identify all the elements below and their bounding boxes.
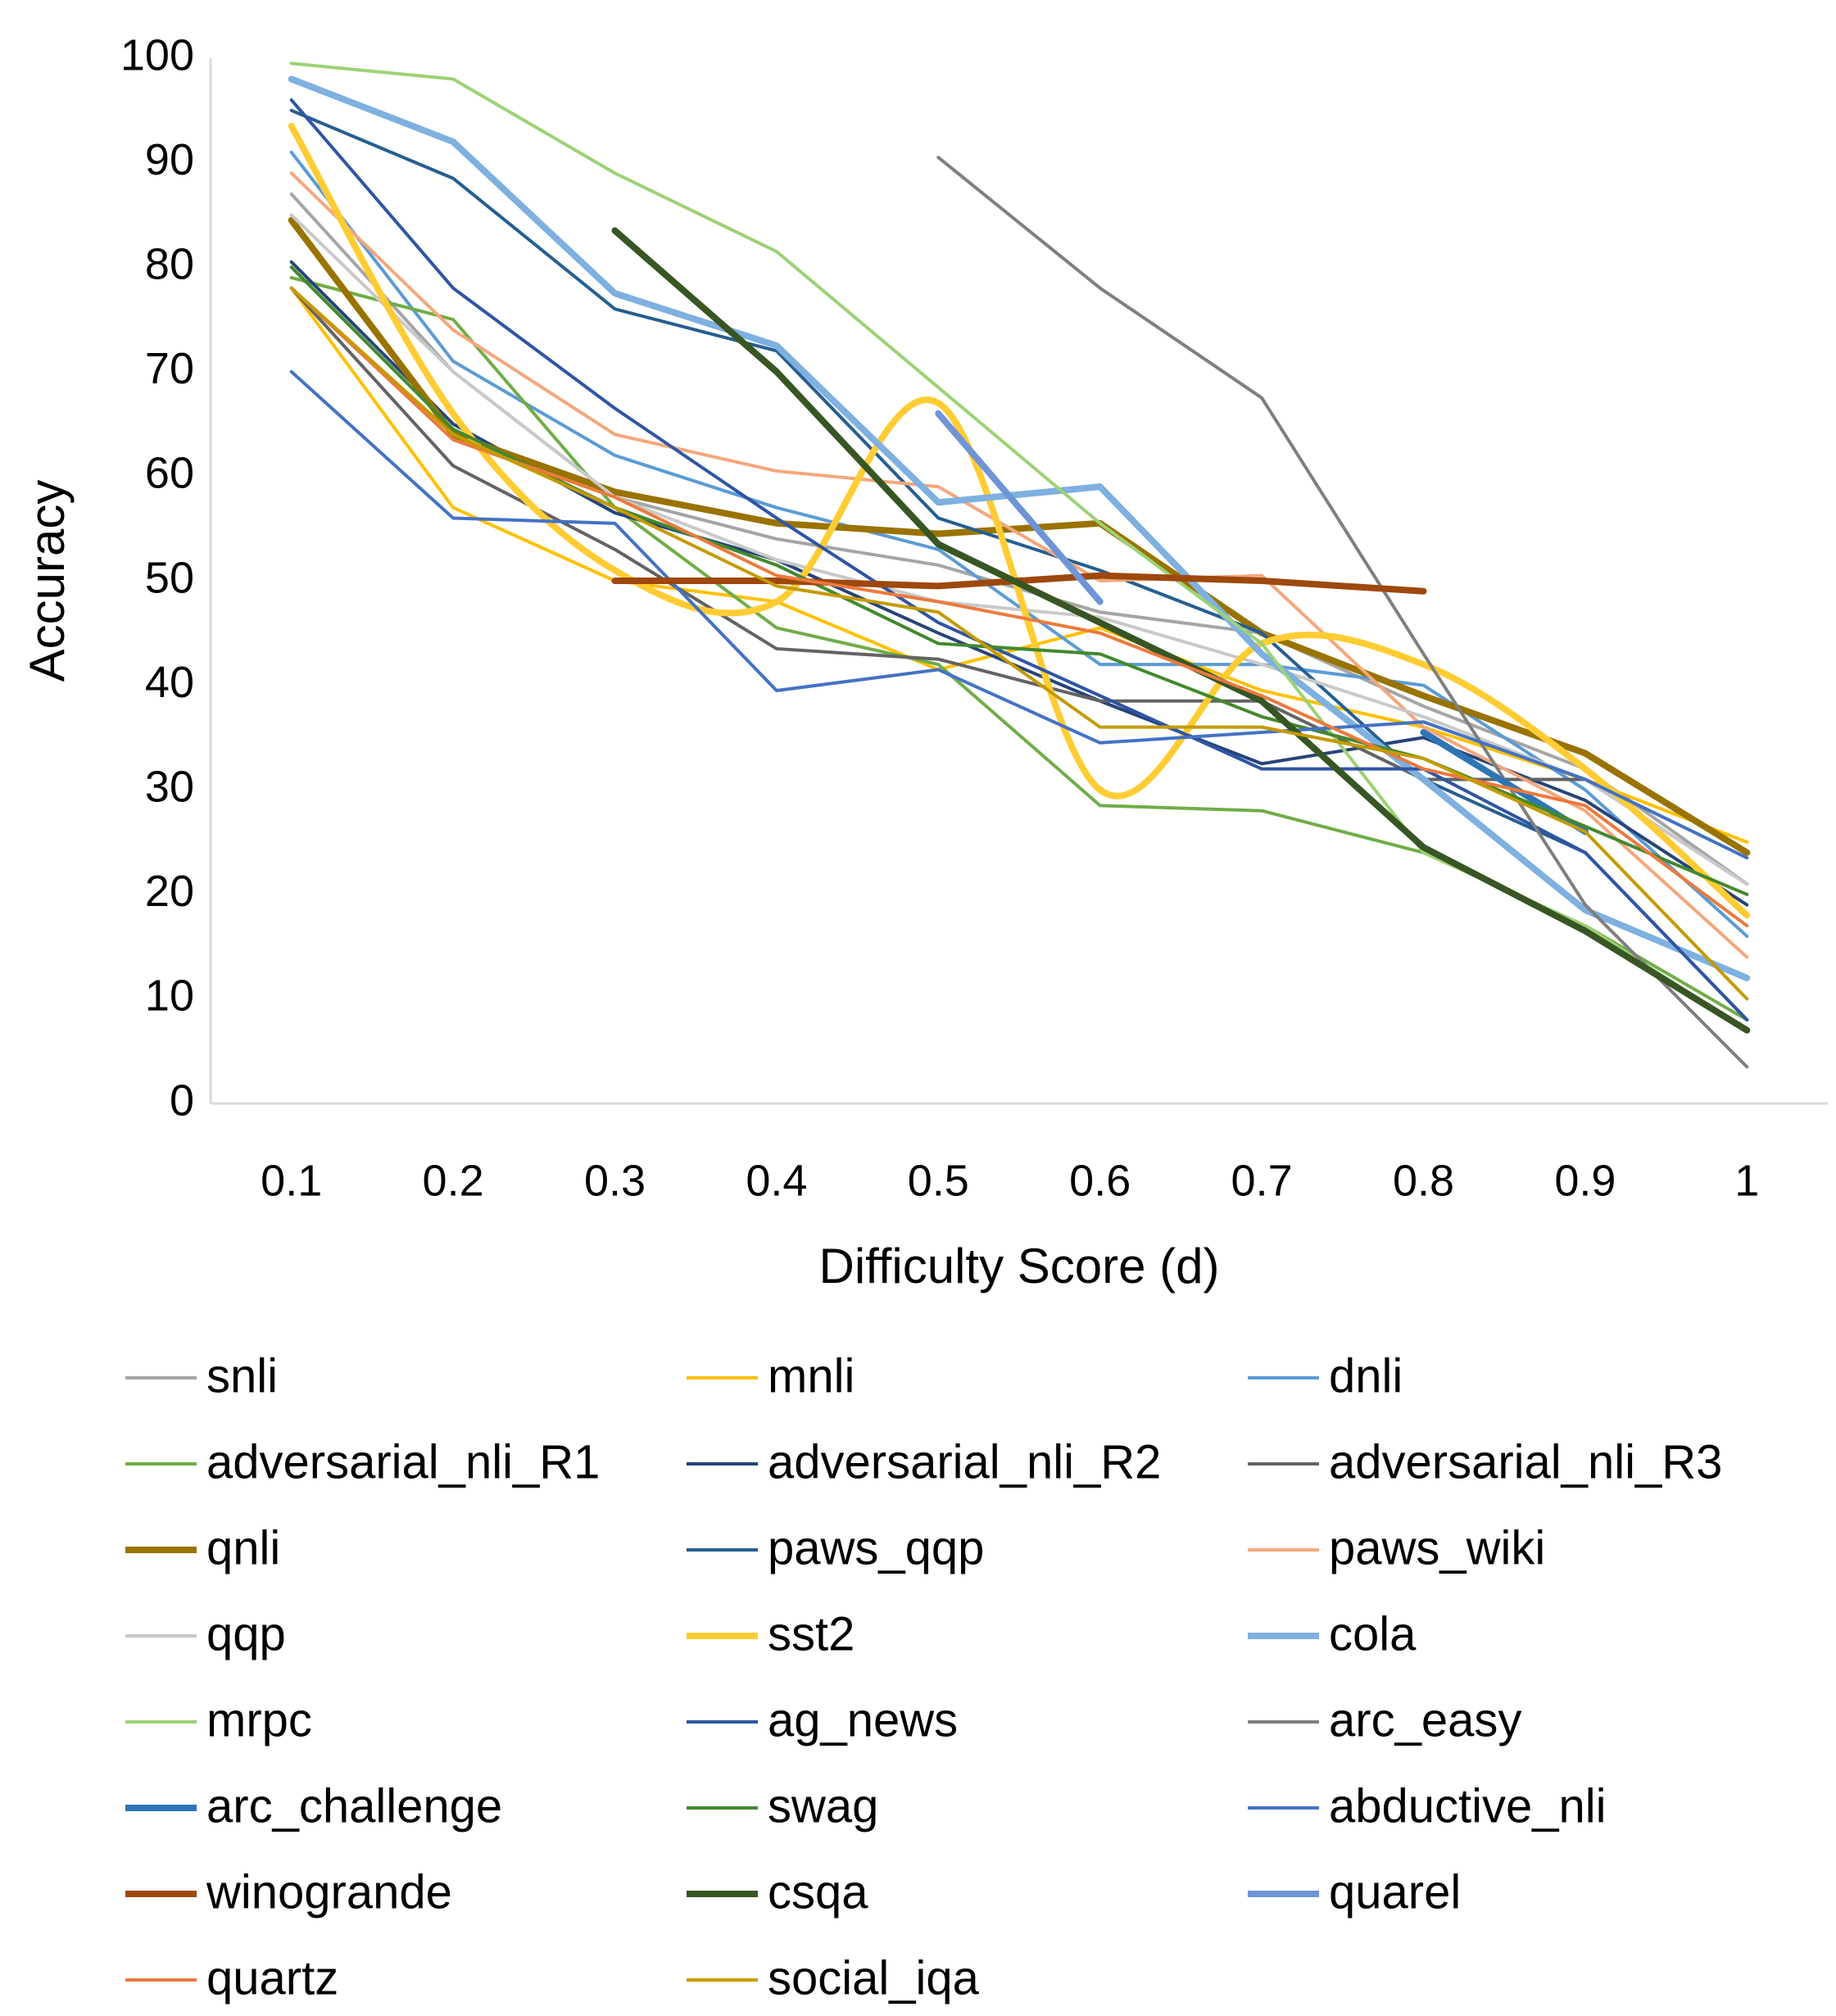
legend-label: mnli	[768, 1349, 855, 1402]
legend-label: qqp	[206, 1607, 286, 1660]
legend-label: csqa	[768, 1865, 868, 1919]
legend-label: qnli	[206, 1521, 280, 1574]
series-line	[289, 150, 1749, 938]
legend-label: arc_easy	[1329, 1693, 1521, 1746]
legend-label: social_iqa	[768, 1951, 980, 2005]
x-axis-title: Difficulty Score (d)	[818, 1239, 1219, 1293]
x-tick-label: 1	[1734, 1156, 1759, 1205]
legend-label: winogrande	[206, 1865, 452, 1919]
y-tick-label: 90	[145, 135, 194, 184]
series-line	[289, 171, 1749, 959]
series-line	[289, 61, 1749, 1032]
legend-label: paws_qqp	[768, 1521, 984, 1574]
x-tick-label: 0.1	[261, 1156, 322, 1205]
series-line	[611, 227, 1751, 1034]
x-tick-label: 0.3	[584, 1156, 646, 1205]
x-tick-label: 0.6	[1069, 1156, 1131, 1205]
legend-label: cola	[1329, 1607, 1417, 1660]
legend-label: dnli	[1329, 1349, 1403, 1402]
y-tick-label: 40	[145, 658, 194, 707]
series-line	[289, 369, 1749, 860]
legend-label: quartz	[206, 1951, 338, 2005]
series-line	[288, 122, 1751, 919]
x-tick-label: 0.4	[746, 1156, 807, 1205]
legend-label: arc_challenge	[206, 1779, 502, 1833]
series-line	[288, 75, 1751, 981]
series-line	[289, 98, 1749, 1022]
series-line	[288, 216, 1751, 856]
y-tick-label: 80	[145, 239, 194, 288]
y-tick-label: 100	[120, 30, 194, 79]
legend-label: mrpc	[206, 1693, 312, 1746]
y-tick-label: 70	[145, 344, 194, 393]
x-tick-label: 0.9	[1554, 1156, 1616, 1205]
legend-label: adversarial_nli_R2	[768, 1435, 1161, 1488]
x-tick-label: 0.8	[1393, 1156, 1454, 1205]
legend-label: abductive_nli	[1329, 1779, 1607, 1833]
legend-label: swag	[768, 1779, 878, 1833]
series-line	[936, 156, 1749, 1069]
y-tick-label: 50	[145, 553, 194, 602]
legend-label: sst2	[768, 1607, 855, 1660]
y-tick-label: 0	[170, 1076, 194, 1125]
legend-label: ag_news	[768, 1693, 958, 1746]
legend-label: quarel	[1329, 1865, 1461, 1919]
legend-label: paws_wiki	[1329, 1521, 1545, 1574]
x-tick-label: 0.5	[908, 1156, 969, 1205]
series-line	[289, 286, 1749, 1001]
legend-label: adversarial_nli_R1	[206, 1435, 600, 1488]
series-line	[289, 286, 1749, 928]
x-tick-label: 0.2	[423, 1156, 484, 1205]
series-line	[289, 108, 1749, 1022]
legend-label: snli	[206, 1349, 278, 1402]
series-line	[935, 410, 1104, 605]
y-tick-label: 60	[145, 449, 194, 498]
y-tick-label: 30	[145, 762, 194, 811]
y-axis-title: Accuracy	[20, 480, 75, 682]
series-line	[289, 213, 1749, 886]
legend-label: adversarial_nli_R3	[1329, 1435, 1722, 1488]
y-tick-label: 10	[145, 972, 194, 1021]
x-tick-label: 0.7	[1231, 1156, 1293, 1205]
y-tick-label: 20	[145, 867, 194, 916]
